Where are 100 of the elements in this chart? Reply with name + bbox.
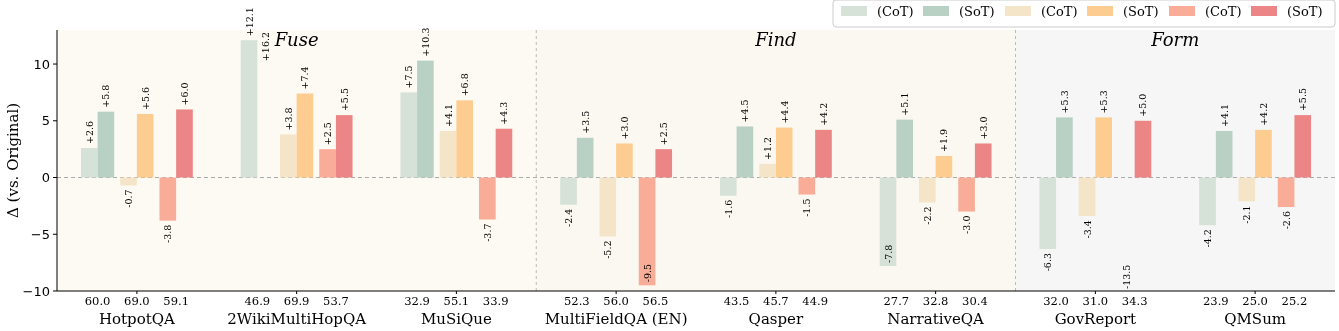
data-label: +4.1 [1218,103,1230,127]
data-label: +3.5 [579,110,591,134]
bar [159,177,177,221]
text: 46.9 [244,294,271,308]
bar [80,148,98,178]
legend-label: (SoT) [959,3,995,19]
legend-label: (CoT) [877,3,914,19]
text: 45.7 [763,294,789,308]
bar [176,109,193,178]
bar [240,40,258,178]
data-label: +5.5 [338,88,350,112]
text: 53.7 [323,294,349,308]
data-label: +1.2 [762,136,774,160]
data-label: +6.0 [178,82,190,106]
data-label: -0.7 [123,189,135,208]
data-label: -4.2 [1202,229,1214,248]
data-label: +1.9 [938,128,950,152]
bar [896,119,913,178]
text: 69.0 [124,294,150,308]
bar [599,177,617,237]
text: 59.1 [163,294,189,308]
legend-label: (SoT) [1123,3,1159,19]
x-tick-label: NarrativeQA [887,310,985,328]
bar [958,177,975,212]
bar [638,177,656,286]
bar [974,143,992,178]
data-label: +5.0 [1137,93,1149,117]
bar [319,149,336,178]
bar [798,177,816,195]
bar [815,129,832,178]
data-label: -7.8 [882,244,894,264]
text: 52.3 [564,294,590,308]
x-tick-label: MuSiQue [420,310,492,328]
data-label: +7.4 [299,66,311,90]
data-label: -6.3 [1042,253,1054,272]
bar [279,134,297,178]
text: 31.0 [1082,294,1109,308]
text: 25.2 [1281,294,1308,308]
bar [1277,177,1295,208]
band-label: Find [754,29,797,50]
x-tick-label: HotpotQA [98,310,175,328]
text: 56.0 [603,294,629,308]
x-tick-label: Qasper [748,310,804,328]
y-tick-label: 5 [41,113,50,129]
data-label: -3.0 [961,215,973,234]
bar [560,177,577,205]
text: -13.5 [1120,264,1132,289]
data-label: +6.8 [459,73,471,97]
bar [879,177,897,267]
bar [1199,177,1216,226]
bar [296,93,314,178]
text: 55.1 [443,294,470,308]
band-label: Fuse [273,29,319,50]
text: 34.3 [1121,294,1148,308]
text: 43.5 [723,294,750,308]
data-label: -5.2 [602,240,614,259]
text: +16.2 [260,32,272,62]
text: 30.4 [962,294,988,308]
data-label: -3.8 [162,224,174,243]
x-tick-label: 2WikiMultiHopQA [227,310,367,328]
data-label: +5.1 [899,92,911,116]
bar [495,128,513,178]
bar [97,111,115,178]
data-label: +4.2 [817,102,829,126]
bar [719,177,737,196]
data-label: +2.6 [83,120,95,145]
text: 33.9 [482,294,509,308]
band-label: Form [1150,29,1200,50]
text: 25.0 [1242,294,1268,308]
y-tick-label: 10 [33,56,50,72]
bar [736,126,754,178]
y-tick-label: −5 [30,226,50,242]
bar [1039,177,1057,250]
data-label: +5.5 [1297,88,1309,112]
data-label: +3.0 [618,116,630,140]
data-label: +5.3 [1098,90,1110,114]
bar [120,177,137,186]
data-label: +5.6 [139,86,151,110]
data-label: +4.2 [1257,102,1269,126]
bar [918,177,936,203]
data-label: -9.5 [641,264,653,283]
bar [616,143,633,178]
bar [1238,177,1256,202]
data-label: +4.3 [498,101,510,125]
data-label: +4.4 [778,100,790,124]
data-label: +5.8 [100,84,112,108]
data-label: +5.3 [1058,90,1070,114]
text: 44.9 [802,294,828,308]
data-label: -3.7 [481,223,493,242]
data-label: -1.5 [801,198,813,217]
legend-label: (SoT) [1287,3,1323,19]
text: 32.0 [1043,294,1069,308]
x-tick-label: GovReport [1054,310,1137,328]
bar [759,163,776,178]
y-tick-label: −10 [22,283,50,299]
text: 27.7 [883,294,910,308]
text: 60.0 [84,294,111,308]
x-tick-label: QMSum [1224,310,1287,328]
bar [479,177,496,220]
bar [136,113,154,178]
